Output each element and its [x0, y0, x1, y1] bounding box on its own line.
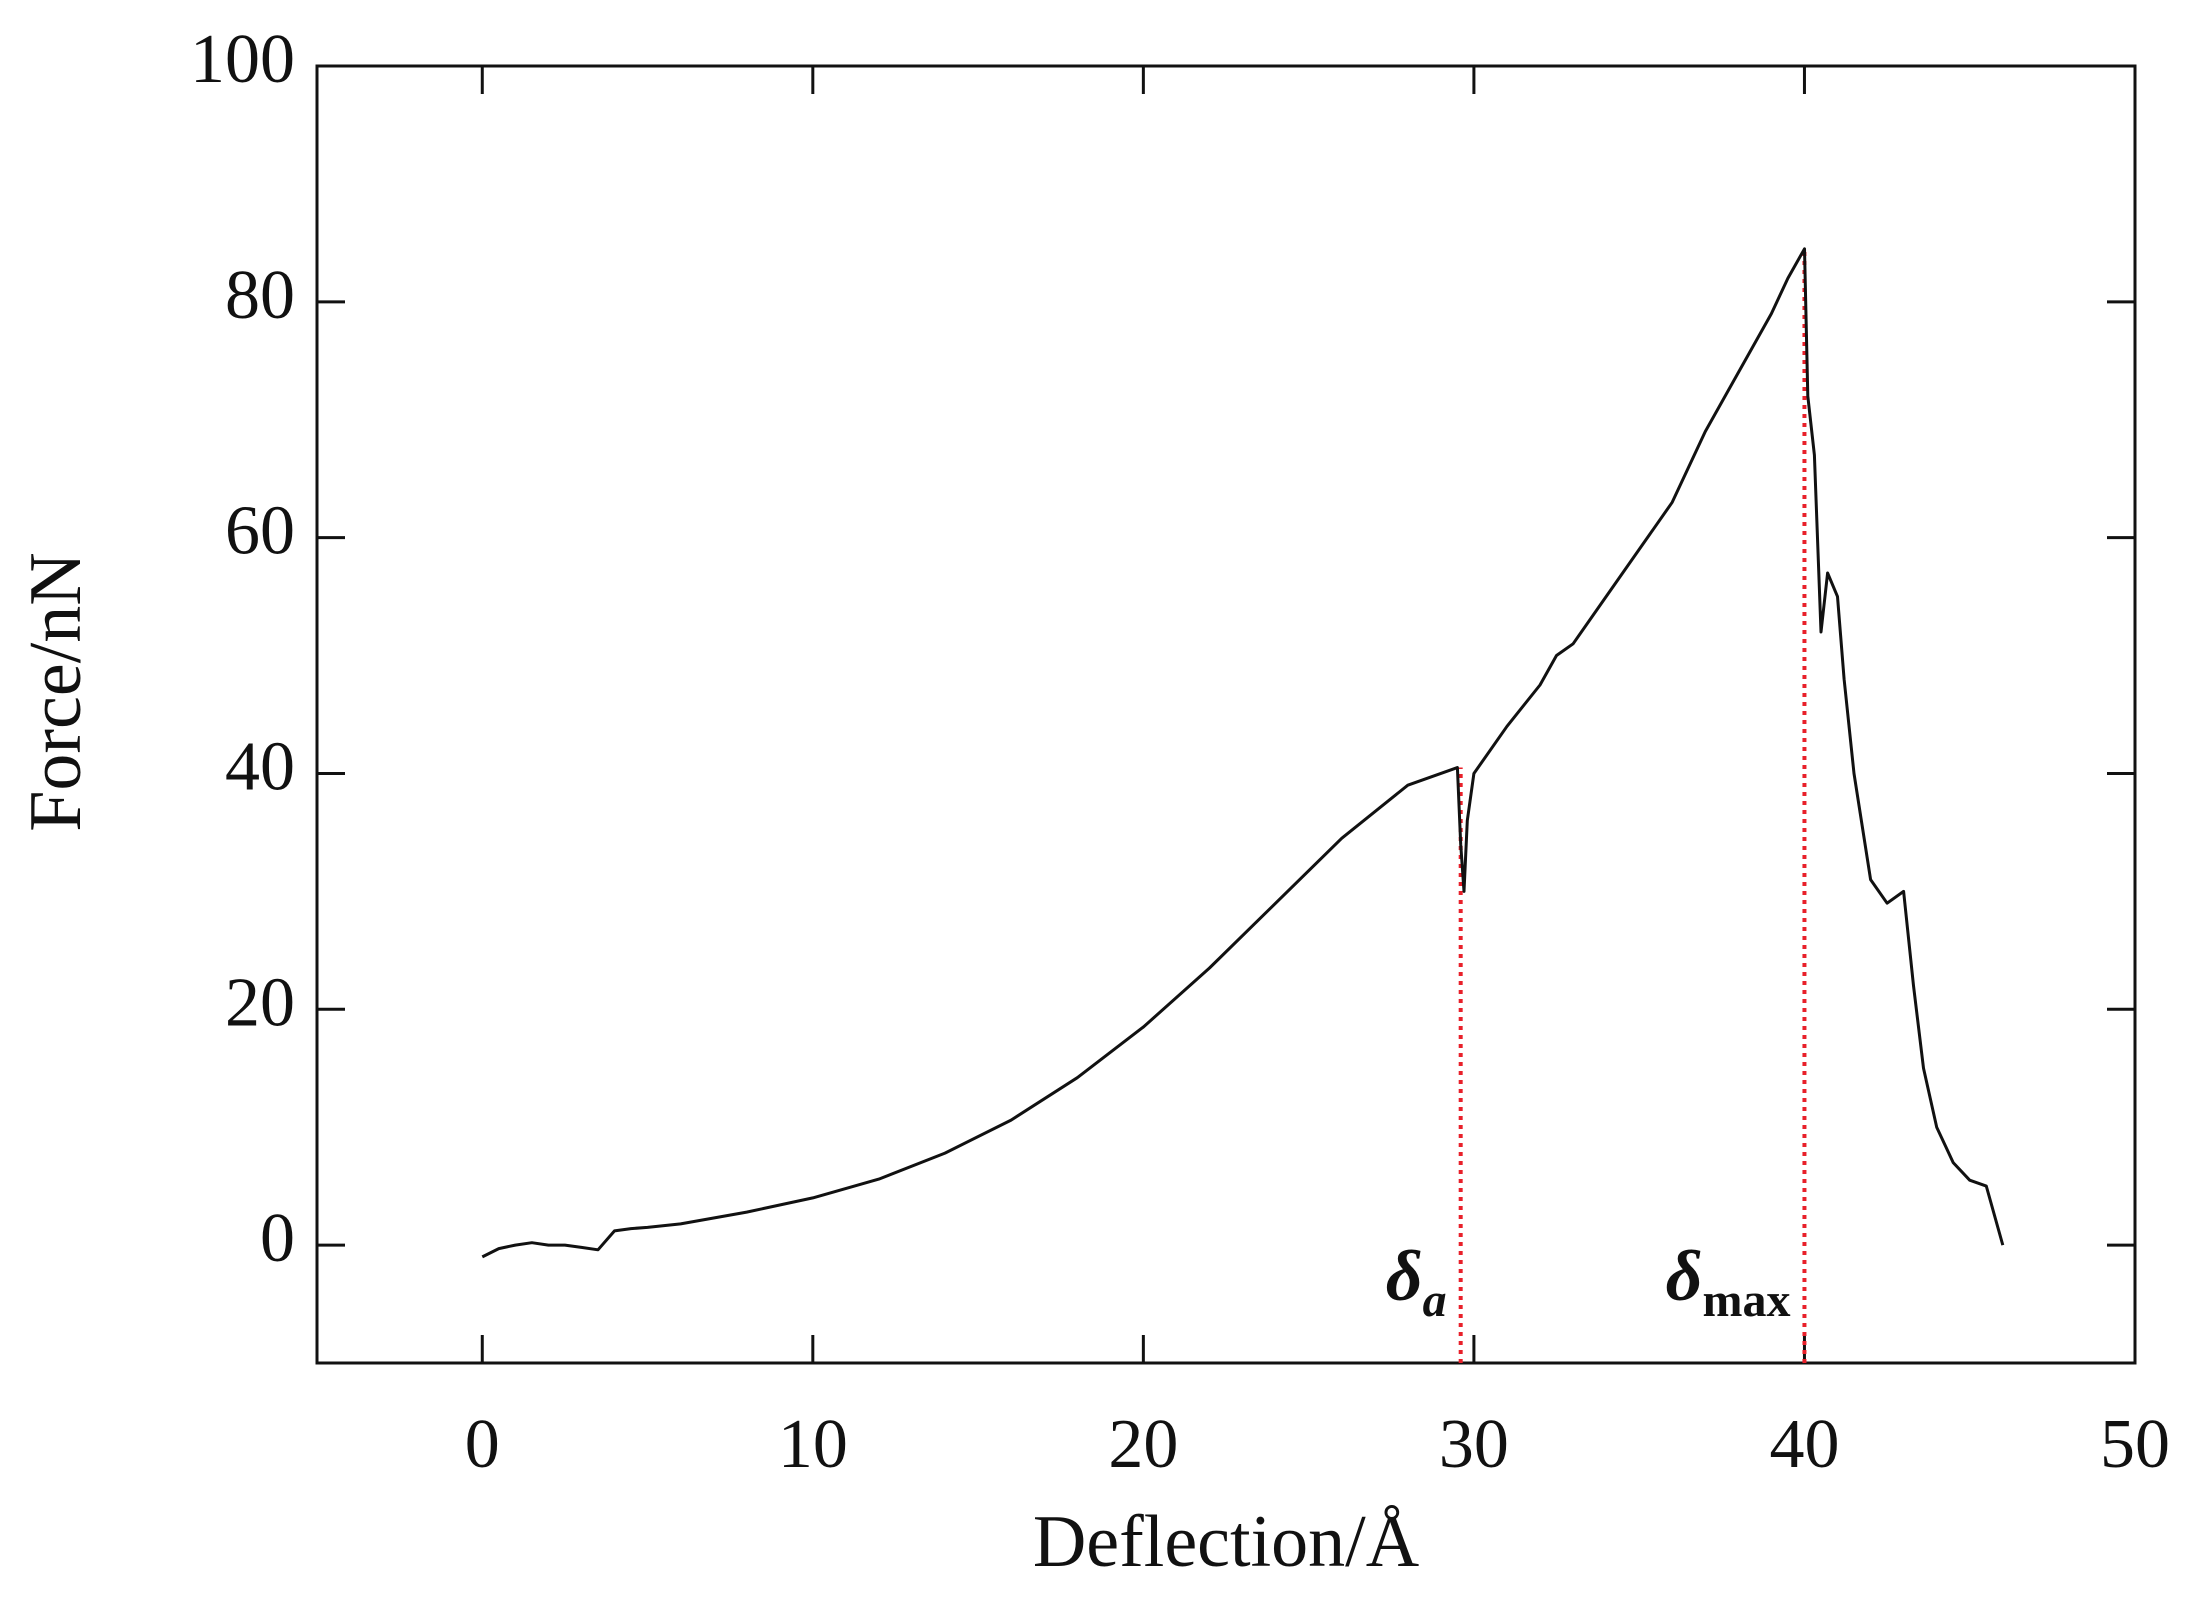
- y-tick-label: 80: [225, 257, 295, 334]
- x-tick-label: 50: [2100, 1406, 2170, 1483]
- y-tick-label: 100: [190, 21, 295, 98]
- x-tick-label: 40: [1769, 1406, 1839, 1483]
- y-tick-label: 60: [225, 493, 295, 570]
- x-tick-label: 30: [1439, 1406, 1509, 1483]
- data-line: [481, 247, 2005, 1259]
- y-tick-label: 20: [225, 964, 295, 1041]
- x-axis-label: Deflection/Å: [1033, 1501, 1419, 1583]
- plot-frame: [315, 64, 2137, 1365]
- annotation-label: δa: [1386, 1236, 1447, 1328]
- annotation-subscript: max: [1702, 1274, 1790, 1327]
- y-tick-label: 0: [260, 1200, 295, 1277]
- x-tick-label: 10: [778, 1406, 848, 1483]
- x-tick-label: 20: [1108, 1406, 1178, 1483]
- x-tick-label: 0: [465, 1406, 500, 1483]
- y-tick-label: 40: [225, 729, 295, 806]
- annotation-symbol: δ: [1386, 1236, 1423, 1316]
- annotation-symbol: δ: [1666, 1236, 1703, 1316]
- annotation-subscript: a: [1423, 1274, 1447, 1327]
- y-axis-label: Force/nN: [15, 552, 97, 832]
- annotation-label: δmax: [1666, 1236, 1791, 1328]
